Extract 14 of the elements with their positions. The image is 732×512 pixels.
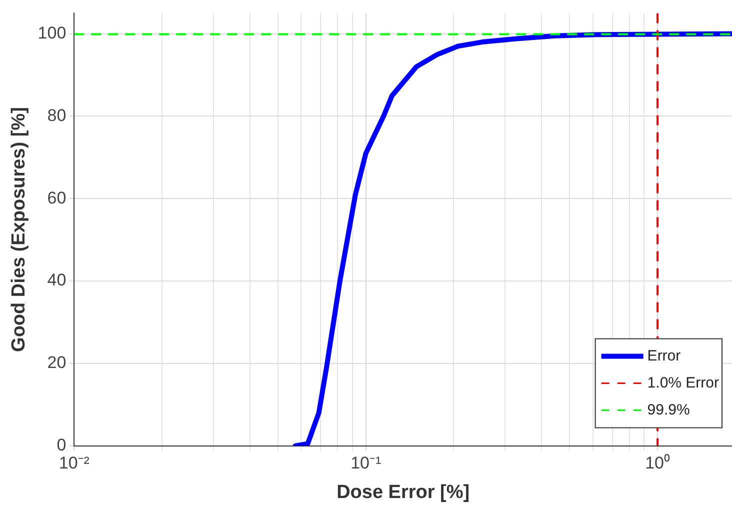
legend-label: 99.9%: [647, 401, 690, 418]
x-tick-label: 10⁻¹: [350, 454, 382, 473]
legend-label: Error: [647, 347, 681, 364]
y-tick-label: 100: [38, 23, 66, 42]
ref-line-label: 1.0% Error: [647, 374, 720, 392]
x-axis-title: Dose Error [%]: [336, 482, 470, 503]
y-tick-label: 80: [47, 106, 66, 125]
x-tick-label: 10⁻²: [58, 454, 90, 473]
y-tick-label: 0: [56, 435, 66, 454]
y-axis-title: Good Dies (Exposures) [%]: [8, 107, 30, 352]
y-tick-label: 20: [47, 353, 66, 372]
y-tick-label: 40: [47, 270, 66, 290]
y-tick-label: 60: [47, 188, 66, 208]
x-tick-label: 10⁰: [645, 454, 670, 473]
